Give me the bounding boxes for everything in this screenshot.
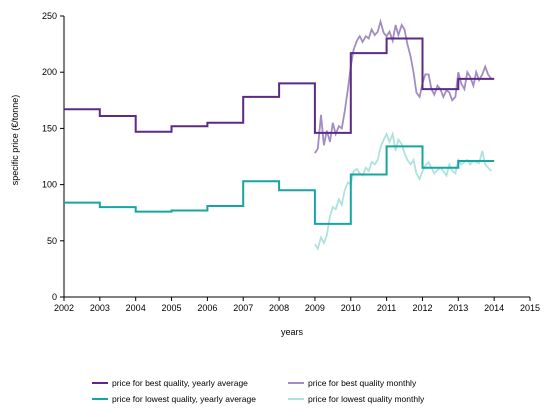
x-tick-label: 2004 [126, 303, 146, 313]
x-tick-label: 2015 [520, 303, 540, 313]
y-tick-label: 250 [42, 11, 57, 21]
legend: price for best quality, yearly average pr… [92, 378, 425, 404]
legend-label: price for best quality, yearly average [112, 378, 248, 388]
series-line-1 [314, 18, 493, 154]
x-tick-label: 2005 [162, 303, 182, 313]
series-layer [64, 18, 495, 251]
x-axis-title: years [281, 327, 304, 337]
x-tick-label: 2008 [269, 303, 289, 313]
x-tick-label: 2014 [484, 303, 504, 313]
x-tick-label: 2013 [448, 303, 468, 313]
x-tick-label: 2002 [54, 303, 74, 313]
x-tick-label: 2007 [233, 303, 253, 313]
x-tick-label: 2009 [305, 303, 325, 313]
x-tick-label: 2006 [197, 303, 217, 313]
series-line-0 [64, 37, 495, 134]
legend-label: price for lowest quality, yearly average [112, 394, 256, 404]
legend-label: price for best quality monthly [308, 378, 417, 388]
y-axis-title: specific price (€/tonne) [10, 95, 20, 186]
y-tick-label: 50 [47, 236, 57, 246]
legend-label: price for lowest quality monthly [308, 394, 425, 404]
y-tick-label: 200 [42, 67, 57, 77]
x-tick-label: 2010 [341, 303, 361, 313]
x-tick-label: 2012 [412, 303, 432, 313]
axes: 0 50 100 150 200 250 2002 2003 2004 2005 2006 2007 2… [42, 11, 540, 313]
series-line-3 [314, 130, 492, 251]
series-line-2 [64, 145, 495, 225]
x-tick-label: 2003 [90, 303, 110, 313]
y-tick-label: 0 [52, 292, 57, 302]
x-tick-label: 2011 [377, 303, 396, 313]
y-tick-label: 100 [42, 180, 57, 190]
y-tick-label: 150 [42, 123, 57, 133]
